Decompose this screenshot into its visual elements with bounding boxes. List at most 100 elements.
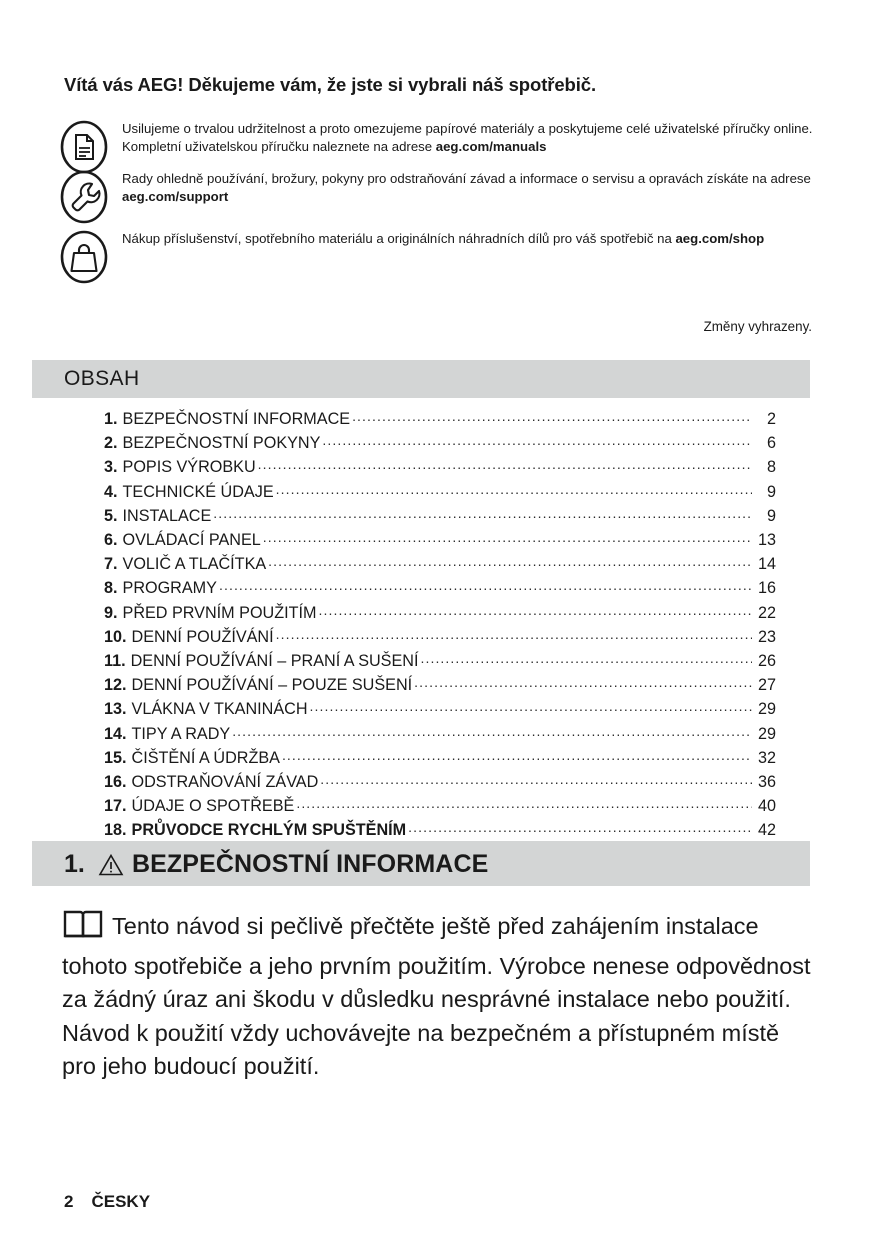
intro-text-support: Rady ohledně používání, brožury, pokyny …	[110, 168, 820, 207]
toc-entry-number: 13.	[104, 700, 127, 719]
toc-entry[interactable]: 4. TECHNICKÉ ÚDAJE.......................…	[104, 480, 776, 504]
toc-entry-number: 10.	[104, 627, 127, 646]
intro-link-shop[interactable]: aeg.com/shop	[675, 231, 765, 246]
toc-entry-label: BEZPEČNOSTNÍ INFORMACE	[122, 410, 351, 428]
toc-entry-label: DENNÍ POUŽÍVÁNÍ – PRANÍ A SUŠENÍ	[130, 652, 419, 671]
toc-entry-page: 40	[757, 797, 776, 816]
open-book-icon	[62, 908, 104, 950]
toc-entry-number: 8.	[104, 579, 118, 598]
toc-dot-leader: ........................................…	[257, 456, 752, 473]
toc-entry[interactable]: 6. OVLÁDACÍ PANEL........................…	[104, 528, 776, 552]
toc-entry-number: 1.	[104, 410, 118, 428]
toc-entry-label: VOLIČ A TLAČÍTKA	[122, 555, 267, 574]
toc-dot-leader: ........................................…	[309, 698, 752, 715]
contents-header-band: OBSAH	[32, 360, 810, 398]
toc-entry[interactable]: 13. VLÁKNA V TKANINÁCH...................…	[104, 697, 776, 721]
toc-entry-number: 17.	[104, 797, 127, 816]
intro-blocks: Usilujeme o trvalou udržitelnost a proto…	[60, 118, 820, 284]
toc-dot-leader: ........................................…	[281, 746, 752, 763]
toc-entry-number: 3.	[104, 458, 118, 477]
footer-language: ČESKY	[91, 1192, 151, 1211]
toc-entry-page: 29	[757, 724, 776, 743]
intro-text-shop-body: Nákup příslušenství, spotřebního materiá…	[122, 231, 676, 246]
toc-dot-leader: ........................................…	[318, 601, 752, 618]
toc-entry[interactable]: 17. ÚDAJE O SPOTŘEBĚ.....................…	[104, 794, 776, 818]
toc-entry[interactable]: 16. ODSTRAŇOVÁNÍ ZÁVAD...................…	[104, 770, 776, 794]
toc-entry-label: VLÁKNA V TKANINÁCH	[131, 700, 308, 719]
toc-entry-number: 9.	[104, 603, 118, 622]
toc-dot-leader: ........................................…	[275, 625, 752, 642]
toc-entry-number: 4.	[104, 482, 118, 501]
toc-dot-leader: ........................................…	[408, 819, 752, 836]
toc-entry-number: 7.	[104, 555, 118, 574]
intro-text-manuals-body: Usilujeme o trvalou udržitelnost a proto…	[122, 121, 813, 155]
toc-entry[interactable]: 18. PRŮVODCE RYCHLÝM SPUŠTĚNÍM...........…	[104, 818, 776, 842]
toc-entry-page: 2	[766, 410, 776, 428]
toc-entry-number: 11.	[104, 652, 126, 671]
toc-entry-page: 9	[766, 482, 776, 501]
contents-title: OBSAH	[64, 367, 140, 390]
intro-block-manuals: Usilujeme o trvalou udržitelnost a proto…	[60, 118, 820, 174]
toc-dot-leader: ........................................…	[414, 674, 752, 691]
toc-dot-leader: ........................................…	[213, 504, 752, 521]
toc-entry[interactable]: 3. POPIS VÝROBKU.........................…	[104, 455, 776, 479]
section-body: Tento návod si pečlivě přečtěte ještě př…	[62, 908, 818, 1084]
changes-reserved-note: Změny vyhrazeny.	[703, 319, 812, 334]
toc-entry-number: 5.	[104, 506, 118, 525]
toc-entry-label: BEZPEČNOSTNÍ POKYNY	[122, 434, 321, 453]
toc-entry-page: 26	[757, 652, 776, 671]
toc-entry-page: 16	[757, 579, 776, 598]
toc-entry[interactable]: 12. DENNÍ POUŽÍVÁNÍ – POUZE SUŠENÍ.......…	[104, 673, 776, 697]
toc-entry-page: 14	[757, 555, 776, 574]
toc-dot-leader: ........................................…	[352, 408, 752, 424]
toc-entry-number: 14.	[104, 724, 127, 743]
toc-entry[interactable]: 15. ČIŠTĚNÍ A ÚDRŽBA.....................…	[104, 746, 776, 770]
toc-entry[interactable]: 14. TIPY A RADY..........................…	[104, 722, 776, 746]
wrench-icon	[60, 168, 110, 224]
toc-dot-leader: ........................................…	[322, 432, 752, 449]
toc-entry[interactable]: 8. PROGRAMY..............................…	[104, 576, 776, 600]
intro-link-support[interactable]: aeg.com/support	[122, 189, 229, 205]
toc-dot-leader: ........................................…	[232, 722, 752, 739]
toc-entry-page: 6	[766, 434, 776, 453]
toc-entry-label: ODSTRAŇOVÁNÍ ZÁVAD	[131, 773, 319, 792]
intro-text-support-body: Rady ohledně používání, brožury, pokyny …	[122, 171, 811, 186]
toc-dot-leader: ........................................…	[296, 795, 752, 812]
toc-entry-label: ÚDAJE O SPOTŘEBĚ	[131, 797, 295, 816]
toc-entry-page: 29	[757, 700, 776, 719]
intro-block-support: Rady ohledně používání, brožury, pokyny …	[60, 168, 820, 224]
toc-entry-label: DENNÍ POUŽÍVÁNÍ	[131, 627, 274, 646]
toc-entry-page: 22	[757, 603, 776, 622]
toc-entry-page: 27	[757, 676, 776, 695]
toc-dot-leader: ........................................…	[320, 771, 752, 788]
toc-entry[interactable]: 7. VOLIČ A TLAČÍTKA......................…	[104, 552, 776, 576]
footer-page-number: 2	[64, 1192, 74, 1211]
section-header-band: 1. BEZPEČNOSTNÍ INFORMACE	[32, 841, 810, 886]
toc-entry[interactable]: 9. PŘED PRVNÍM POUŽITÍM..................…	[104, 601, 776, 625]
toc-entry[interactable]: 5. INSTALACE.............................…	[104, 504, 776, 528]
toc-entry[interactable]: 10. DENNÍ POUŽÍVÁNÍ......................…	[104, 625, 776, 649]
toc-entry-page: 23	[757, 627, 776, 646]
toc-entry-label: ČIŠTĚNÍ A ÚDRŽBA	[131, 748, 280, 767]
intro-text-shop: Nákup příslušenství, spotřebního materiá…	[110, 228, 820, 248]
intro-text-manuals: Usilujeme o trvalou udržitelnost a proto…	[110, 118, 820, 157]
toc-entry-label: TIPY A RADY	[131, 724, 231, 743]
toc-entry-page: 42	[757, 821, 776, 840]
warning-triangle-icon	[98, 853, 124, 882]
toc-dot-leader: ........................................…	[420, 650, 752, 667]
toc-dot-leader: ........................................…	[268, 553, 752, 570]
intro-block-shop: Nákup příslušenství, spotřebního materiá…	[60, 228, 820, 284]
toc-entry[interactable]: 2. BEZPEČNOSTNÍ POKYNY...................…	[104, 431, 776, 455]
intro-link-manuals[interactable]: aeg.com/manuals	[435, 139, 547, 155]
table-of-contents: 1. BEZPEČNOSTNÍ INFORMACE................…	[104, 407, 776, 867]
toc-entry[interactable]: 11. DENNÍ POUŽÍVÁNÍ – PRANÍ A SUŠENÍ.....…	[104, 649, 776, 673]
toc-entry-label: POPIS VÝROBKU	[122, 458, 256, 477]
toc-entry-number: 16.	[104, 773, 127, 792]
toc-entry-page: 8	[766, 458, 776, 477]
toc-entry-label: PRŮVODCE RYCHLÝM SPUŠTĚNÍM	[131, 821, 407, 840]
welcome-headline: Vítá vás AEG! Děkujeme vám, že jste si v…	[64, 74, 597, 95]
toc-entry-page: 32	[757, 748, 776, 767]
toc-entry-number: 12.	[104, 676, 127, 695]
toc-entry[interactable]: 1. BEZPEČNOSTNÍ INFORMACE................…	[104, 407, 776, 431]
toc-entry-label: PROGRAMY	[122, 579, 217, 598]
